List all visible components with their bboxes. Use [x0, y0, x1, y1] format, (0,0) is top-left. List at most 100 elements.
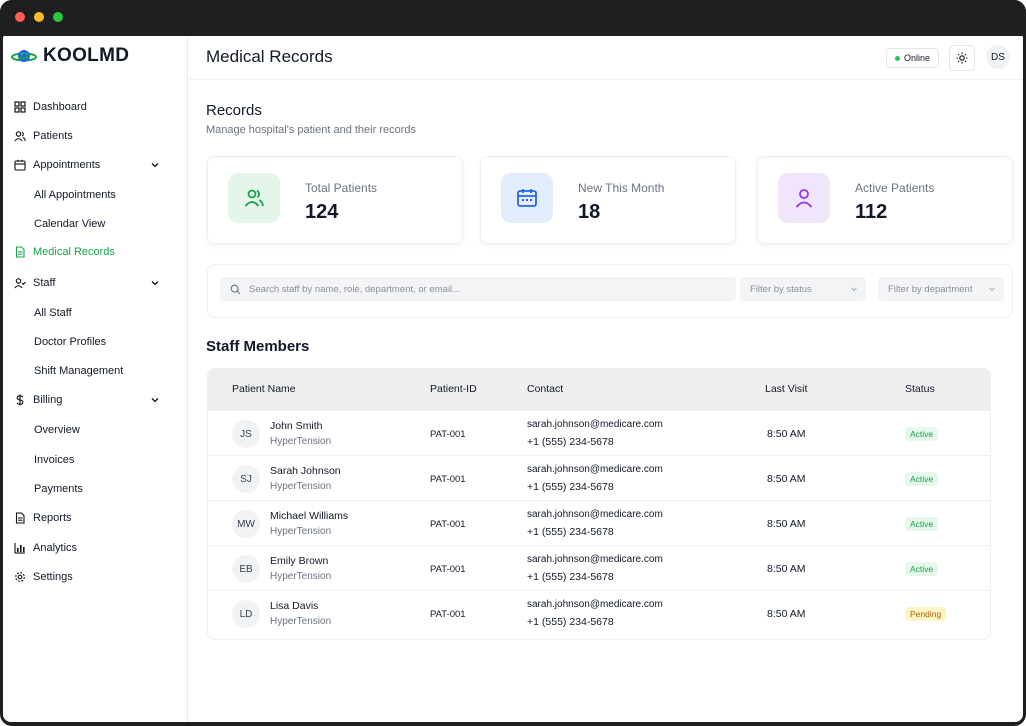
close-window-button[interactable] [15, 12, 25, 22]
last-visit: 8:50 AM [767, 473, 806, 485]
search-icon [230, 284, 241, 294]
brand[interactable]: KOOLMD [11, 44, 129, 68]
dollar-icon [14, 394, 26, 406]
patients-table: Patient Name Patient-ID Contact Last Vis… [207, 368, 991, 640]
sidebar-subitem-overview[interactable]: Overview [34, 424, 80, 436]
sidebar-item-appointments[interactable]: Appointments [14, 155, 100, 175]
last-visit: 8:50 AM [767, 563, 806, 575]
last-visit: 8:50 AM [767, 518, 806, 530]
online-dot-icon [895, 55, 900, 61]
section-subtitle: Manage hospital's patient and their reco… [206, 124, 417, 136]
status-badge: Pending [905, 607, 947, 621]
minimize-window-button[interactable] [34, 12, 44, 22]
sidebar-item-dashboard[interactable]: Dashboard [14, 97, 87, 117]
page-title: Medical Records [206, 47, 333, 66]
sidebar-subitem-all-appointments[interactable]: All Appointments [34, 189, 116, 201]
chevron-down-icon[interactable] [150, 395, 160, 405]
stat-card-total-patients: Total Patients 124 [207, 156, 463, 244]
column-header-last-visit[interactable]: Last Visit [765, 383, 808, 395]
contact-email: sarah.johnson@medicare.com [527, 509, 663, 520]
calendar-icon [14, 159, 26, 171]
last-visit: 8:50 AM [767, 428, 806, 440]
patient-condition: HyperTension [270, 616, 332, 627]
patient-id: PAT-001 [430, 429, 466, 440]
sidebar-subitem-calendar-view[interactable]: Calendar View [34, 218, 106, 230]
status-badge: Online [886, 48, 940, 68]
sidebar-item-label: Appointments [33, 159, 101, 171]
contact-phone: +1 (555) 234-5678 [527, 481, 614, 493]
staff-members-title: Staff Members [206, 338, 310, 355]
sidebar-item-label: Settings [33, 571, 73, 583]
app: KOOLMD Dashboard Patients Appointments A… [3, 36, 1023, 722]
table-row[interactable]: EB Emily Brown HyperTension PAT-001 sara… [208, 545, 990, 590]
search-box[interactable] [220, 277, 736, 301]
chevron-down-icon[interactable] [150, 278, 160, 288]
sidebar-item-staff[interactable]: Staff [14, 273, 55, 293]
column-header-status[interactable]: Status [905, 383, 935, 395]
sidebar-item-analytics[interactable]: Analytics [14, 538, 77, 558]
table-row[interactable]: SJ Sarah Johnson HyperTension PAT-001 sa… [208, 455, 990, 500]
contact-phone: +1 (555) 234-5678 [527, 616, 614, 628]
gear-icon [14, 571, 26, 583]
report-icon [14, 512, 26, 524]
planet-logo-icon [11, 50, 37, 62]
chevron-down-icon[interactable] [150, 160, 160, 170]
chevron-down-icon [989, 287, 995, 292]
column-header-patient-name[interactable]: Patient Name [232, 383, 296, 395]
contact-email: sarah.johnson@medicare.com [527, 419, 663, 430]
patient-condition: HyperTension [270, 481, 332, 492]
filter-bar: Filter by status Filter by department [207, 264, 1013, 318]
patient-id: PAT-001 [430, 474, 466, 485]
patient-id: PAT-001 [430, 609, 466, 620]
table-row[interactable]: MW Michael Williams HyperTension PAT-001… [208, 500, 990, 545]
main-content: Medical Records Online [189, 36, 1023, 722]
file-icon [14, 246, 26, 258]
sun-icon [956, 52, 968, 64]
stat-value: 112 [855, 201, 888, 223]
avatar: SJ [232, 465, 260, 493]
patient-name: Michael Williams [270, 510, 349, 522]
sidebar-item-billing[interactable]: Billing [14, 390, 62, 410]
sidebar-subitem-invoices[interactable]: Invoices [34, 454, 75, 466]
status-filter-value: Filter by status [750, 283, 812, 295]
sidebar-item-label: Reports [33, 512, 72, 524]
sidebar-item-reports[interactable]: Reports [14, 508, 72, 528]
department-filter-select[interactable]: Filter by department [878, 277, 1004, 301]
patient-id: PAT-001 [430, 519, 466, 530]
stat-value: 18 [578, 201, 601, 223]
patient-name: Sarah Johnson [270, 465, 341, 477]
table-header: Patient Name Patient-ID Contact Last Vis… [208, 369, 990, 410]
maximize-window-button[interactable] [53, 12, 63, 22]
sidebar-subitem-all-staff[interactable]: All Staff [34, 307, 72, 319]
avatar: MW [232, 510, 260, 538]
grid-icon [14, 101, 26, 113]
theme-toggle-button[interactable] [949, 45, 975, 71]
sidebar-item-patients[interactable]: Patients [14, 126, 73, 146]
user-check-icon [14, 277, 26, 289]
status-badge: Active [905, 427, 939, 441]
search-input[interactable] [249, 283, 729, 295]
sidebar-subitem-doctor-profiles[interactable]: Doctor Profiles [34, 336, 107, 348]
avatar[interactable]: DS [986, 45, 1010, 69]
stat-card-active-patients: Active Patients 112 [757, 156, 1013, 244]
last-visit: 8:50 AM [767, 608, 806, 620]
patient-name: John Smith [270, 420, 323, 432]
table-row[interactable]: JS John Smith HyperTension PAT-001 sarah… [208, 410, 990, 455]
sidebar-subitem-payments[interactable]: Payments [34, 483, 83, 495]
sidebar-item-label: Patients [33, 130, 73, 142]
sidebar-subitem-shift-management[interactable]: Shift Management [34, 365, 124, 377]
sidebar-item-settings[interactable]: Settings [14, 567, 73, 587]
column-header-patient-id[interactable]: Patient-ID [430, 383, 477, 395]
column-header-contact[interactable]: Contact [527, 383, 564, 395]
table-row[interactable]: LD Lisa Davis HyperTension PAT-001 sarah… [208, 590, 990, 635]
top-bar: Medical Records Online [189, 36, 1023, 80]
status-filter-select[interactable]: Filter by status [740, 277, 866, 301]
sidebar-item-medical-records[interactable]: Medical Records [14, 242, 115, 262]
sidebar-item-label: Medical Records [33, 246, 115, 258]
brand-name: KOOLMD [43, 45, 130, 66]
patient-id: PAT-001 [430, 564, 466, 575]
avatar: EB [232, 555, 260, 583]
stat-card-new-this-month: New This Month 18 [480, 156, 736, 244]
sidebar-item-label: Billing [33, 394, 63, 406]
stat-label: Active Patients [855, 181, 935, 195]
